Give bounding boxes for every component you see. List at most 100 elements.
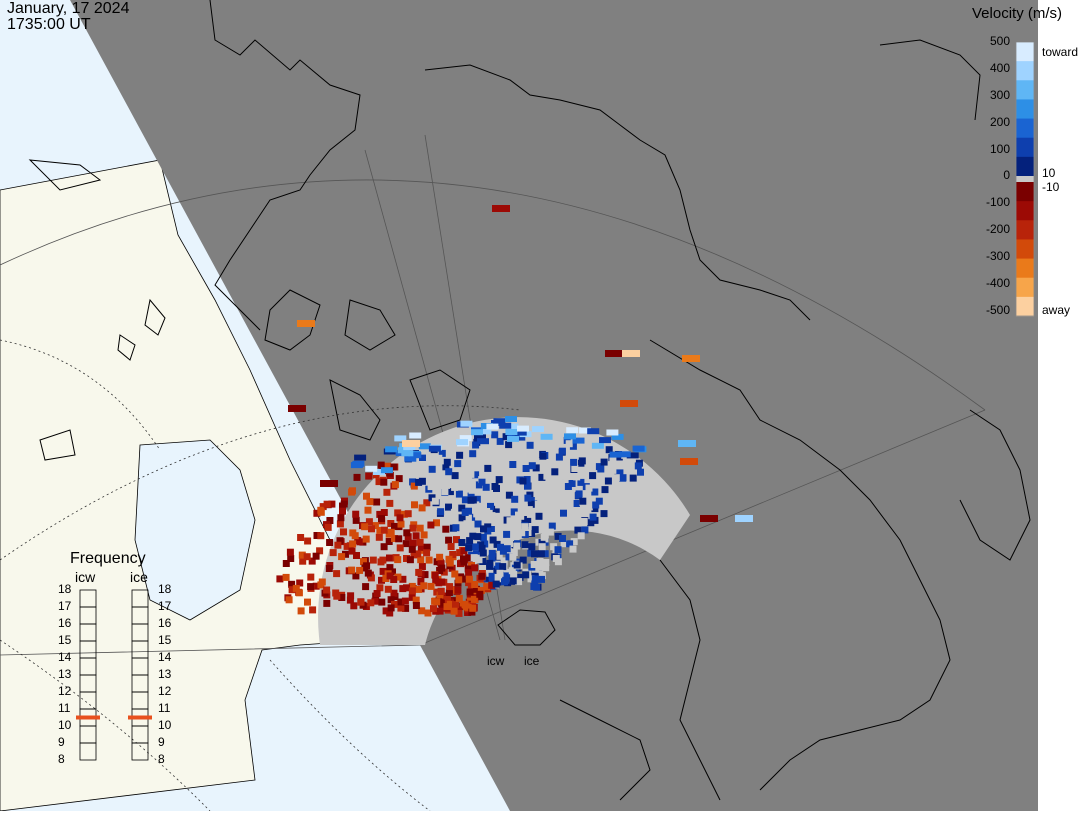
frequency-tick-label: 18 [158, 582, 172, 596]
velocity-cell [401, 450, 414, 457]
velocity-cell [445, 555, 453, 563]
velocity-cell [402, 604, 410, 612]
velocity-cell [367, 599, 375, 607]
velocity-cell [360, 558, 367, 566]
velocity-cell [396, 514, 404, 522]
velocity-cell [469, 604, 477, 612]
velocity-cell [479, 428, 492, 435]
velocity-cell [408, 587, 416, 595]
velocity-cell [467, 492, 475, 500]
velocity-cell [503, 568, 511, 576]
velocity-cell [609, 457, 617, 465]
velocity-cell [450, 508, 458, 516]
velocity-cell [390, 589, 398, 597]
velocity-cell [409, 524, 417, 532]
velocity-cell [543, 472, 551, 480]
velocity-cell [477, 541, 485, 549]
velocity-cell [605, 350, 623, 357]
colorbar-away-segment [1016, 239, 1034, 260]
velocity-cell [389, 568, 396, 576]
velocity-tick-label: 400 [989, 61, 1010, 75]
velocity-cell [472, 501, 480, 509]
frequency-scale-cell [79, 674, 97, 693]
velocity-cell [340, 500, 348, 508]
velocity-cell [481, 540, 489, 548]
frequency-tick-label: 11 [58, 701, 71, 715]
velocity-cell [522, 571, 530, 579]
velocity-cell [682, 355, 700, 362]
velocity-cell [404, 455, 417, 462]
velocity-cell [418, 504, 426, 512]
velocity-cell [333, 570, 341, 578]
velocity-cell [542, 564, 550, 572]
velocity-cell [581, 526, 589, 534]
frequency-tick-label: 13 [58, 667, 72, 681]
velocity-cell [515, 511, 522, 519]
frequency-tick-label: 9 [58, 735, 65, 749]
frequency-tick-label: 14 [158, 650, 172, 664]
colorbar-toward-segment [1016, 99, 1034, 120]
velocity-cell [550, 457, 558, 464]
velocity-cell [456, 549, 464, 557]
velocity-cell [634, 462, 642, 470]
velocity-cell [382, 575, 390, 582]
velocity-cell [375, 478, 383, 486]
velocity-cell [292, 584, 300, 592]
velocity-cell [440, 592, 448, 600]
velocity-cell [416, 538, 424, 546]
velocity-cell [365, 472, 373, 480]
velocity-cell [618, 481, 625, 489]
velocity-cell [446, 559, 454, 567]
velocity-cell [461, 509, 469, 516]
velocity-tick-label: 0 [1003, 168, 1010, 182]
velocity-cell [484, 464, 492, 472]
velocity-cell [445, 536, 453, 544]
velocity-cell [313, 509, 321, 517]
velocity-cell [597, 465, 605, 473]
grid-lines [0, 134, 986, 812]
velocity-cell [350, 602, 358, 610]
velocity-cell [385, 446, 398, 453]
velocity-cell [506, 517, 514, 525]
velocity-cell [495, 562, 503, 570]
velocity-cell [513, 542, 521, 550]
velocity-cell [447, 543, 455, 550]
velocity-cell [351, 532, 359, 540]
velocity-cell [479, 533, 487, 541]
velocity-cell [397, 604, 405, 612]
velocity-cell [475, 513, 483, 521]
velocity-cell [436, 607, 444, 615]
velocity-cell [326, 517, 334, 524]
velocity-cell [595, 497, 603, 505]
velocity-cell [499, 547, 507, 555]
velocity-cell [391, 522, 398, 530]
velocity-cell [555, 453, 563, 461]
velocity-cell [445, 589, 453, 596]
velocity-cell [735, 515, 753, 522]
velocity-cell [436, 591, 444, 599]
velocity-cell [365, 518, 373, 526]
velocity-cell [328, 500, 336, 508]
velocity-cell [354, 454, 367, 461]
velocity-cell [573, 500, 581, 507]
velocity-cell [395, 535, 403, 543]
velocity-cell [437, 588, 445, 595]
velocity-cell [395, 475, 403, 483]
velocity-cell [466, 537, 474, 545]
velocity-cell [470, 595, 478, 603]
velocity-cell [486, 423, 499, 430]
velocity-cell [383, 462, 391, 470]
velocity-cell [429, 473, 437, 481]
velocity-cell [535, 506, 543, 514]
velocity-cell [418, 477, 426, 485]
colorbar-away-segment [1016, 182, 1034, 202]
velocity-cell [564, 464, 572, 472]
velocity-cell [417, 543, 425, 551]
velocity-cell [317, 532, 325, 540]
velocity-cell [464, 565, 472, 573]
velocity-cell [336, 537, 344, 545]
velocity-cell [409, 432, 422, 439]
velocity-cell [418, 443, 431, 450]
